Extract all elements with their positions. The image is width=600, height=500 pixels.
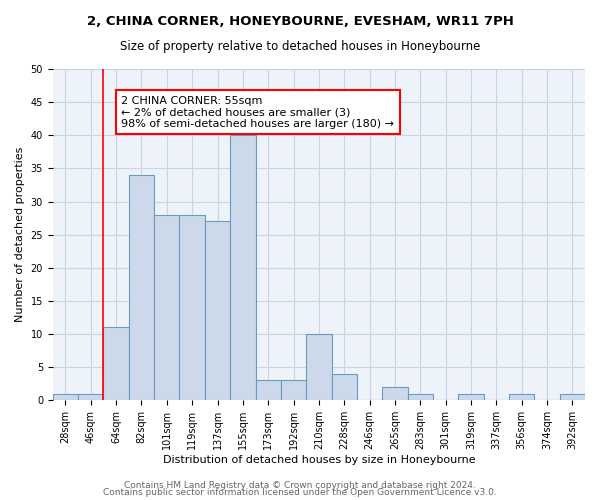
Text: Size of property relative to detached houses in Honeybourne: Size of property relative to detached ho…: [120, 40, 480, 53]
Text: Contains HM Land Registry data © Crown copyright and database right 2024.: Contains HM Land Registry data © Crown c…: [124, 480, 476, 490]
Bar: [281, 380, 306, 400]
Bar: [509, 394, 535, 400]
Bar: [458, 394, 484, 400]
Bar: [53, 394, 78, 400]
Bar: [560, 394, 585, 400]
Bar: [103, 328, 129, 400]
Text: 2 CHINA CORNER: 55sqm
← 2% of detached houses are smaller (3)
98% of semi-detach: 2 CHINA CORNER: 55sqm ← 2% of detached h…: [121, 96, 394, 128]
Bar: [306, 334, 332, 400]
Bar: [382, 387, 407, 400]
Bar: [205, 222, 230, 400]
Text: 2, CHINA CORNER, HONEYBOURNE, EVESHAM, WR11 7PH: 2, CHINA CORNER, HONEYBOURNE, EVESHAM, W…: [86, 15, 514, 28]
Y-axis label: Number of detached properties: Number of detached properties: [15, 147, 25, 322]
Bar: [256, 380, 281, 400]
Bar: [230, 136, 256, 400]
Bar: [129, 175, 154, 400]
Bar: [154, 215, 179, 400]
Bar: [179, 215, 205, 400]
Text: Contains public sector information licensed under the Open Government Licence v3: Contains public sector information licen…: [103, 488, 497, 497]
Bar: [78, 394, 103, 400]
X-axis label: Distribution of detached houses by size in Honeybourne: Distribution of detached houses by size …: [163, 455, 475, 465]
Bar: [407, 394, 433, 400]
Bar: [332, 374, 357, 400]
